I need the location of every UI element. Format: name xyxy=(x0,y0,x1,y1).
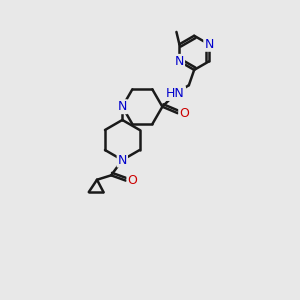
Text: N: N xyxy=(204,38,214,51)
Text: O: O xyxy=(128,174,137,187)
Text: N: N xyxy=(118,154,127,166)
Text: N: N xyxy=(175,55,184,68)
Text: O: O xyxy=(179,107,189,120)
Text: HN: HN xyxy=(166,87,185,100)
Text: N: N xyxy=(118,100,127,113)
